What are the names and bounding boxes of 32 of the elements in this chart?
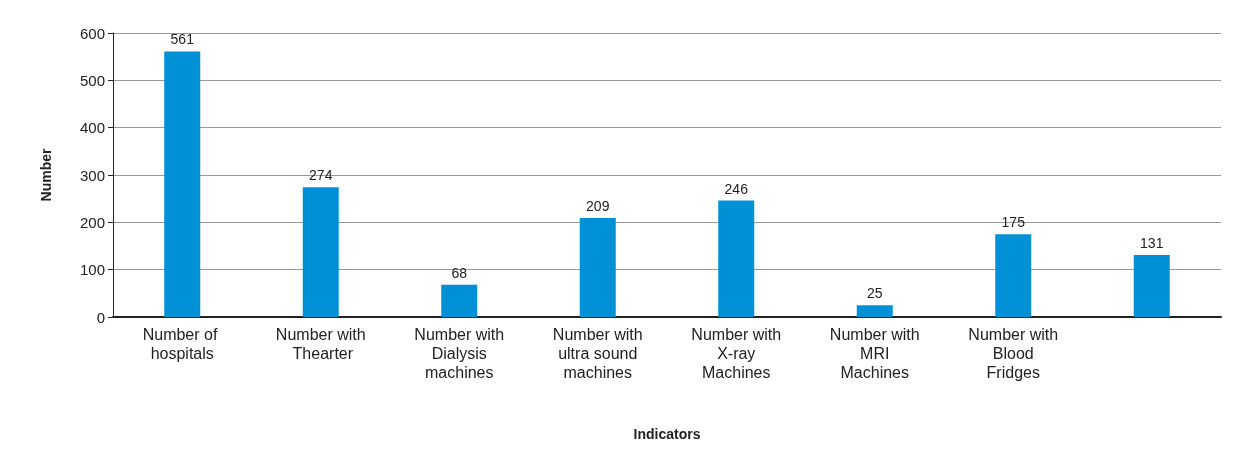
bar bbox=[995, 234, 1032, 317]
x-tick-label: Number with Dialysis machines bbox=[414, 326, 505, 381]
data-label: 175 bbox=[1001, 214, 1026, 231]
x-axis-title: Indicators bbox=[633, 426, 701, 442]
x-tick-label: Number with X-ray Machines bbox=[691, 326, 782, 381]
x-tick-label: Number with Blood Fridges bbox=[968, 326, 1059, 381]
x-tick-label: Number with MRI Machines bbox=[829, 326, 920, 381]
bar bbox=[302, 187, 339, 317]
data-label: 209 bbox=[586, 198, 610, 215]
bar bbox=[579, 218, 616, 317]
x-tick-label: Number with ultra sound machines bbox=[552, 326, 643, 381]
y-axis-title: Number bbox=[38, 148, 54, 202]
bar bbox=[441, 284, 478, 317]
y-tick-label: 400 bbox=[79, 119, 105, 137]
data-label: 274 bbox=[309, 167, 333, 184]
x-tick-label: Number of hospitals bbox=[142, 326, 222, 362]
data-label: 246 bbox=[724, 180, 749, 197]
y-tick-label: 0 bbox=[96, 308, 105, 326]
data-label: 68 bbox=[451, 264, 468, 281]
y-tick-label: 200 bbox=[79, 213, 105, 231]
data-label: 561 bbox=[170, 31, 195, 48]
y-tick-label: 600 bbox=[79, 24, 105, 42]
data-label: 25 bbox=[866, 285, 883, 302]
bar bbox=[718, 200, 755, 317]
x-tick-label: Number with Thearter bbox=[275, 326, 366, 362]
bar bbox=[856, 305, 893, 317]
y-tick-label: 300 bbox=[79, 166, 105, 184]
y-tick-label: 100 bbox=[79, 261, 105, 279]
data-label: 131 bbox=[1140, 234, 1164, 251]
y-tick-label: 500 bbox=[79, 71, 105, 89]
bar bbox=[1133, 254, 1170, 317]
bar bbox=[164, 51, 201, 317]
